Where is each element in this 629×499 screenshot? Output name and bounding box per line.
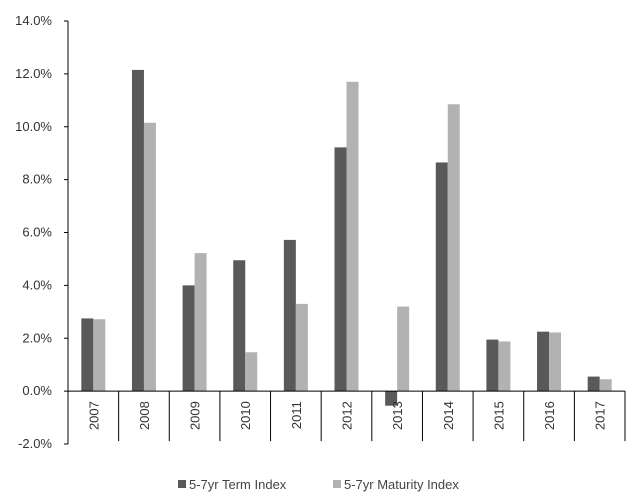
legend-label: 5-7yr Maturity Index: [344, 477, 459, 492]
bar-maturity-2007: [93, 319, 106, 392]
y-axis-ticks: -2.0% 0.0% 2.0% 4.0% 6.0% 8.0% 10.0% 12.0% 14.0%: [15, 13, 626, 451]
y-tick-label: 2.0%: [22, 330, 52, 345]
bar-term-2014: [435, 162, 448, 392]
x-axis-tick-labels: 2007 2008 2009 2010 2011 2012 2013 2014 2015 2016…: [86, 401, 607, 430]
bar-maturity-2013: [397, 306, 410, 392]
y-tick-label: 0.0%: [22, 383, 52, 398]
y-tick-label: 10.0%: [15, 119, 52, 134]
x-tick-label: 2016: [542, 401, 557, 430]
legend-label: 5-7yr Term Index: [189, 477, 287, 492]
x-tick-label: 2010: [238, 401, 253, 430]
x-tick-label: 2011: [289, 401, 304, 429]
bar-term-2013: [385, 391, 398, 406]
bar-term-2016: [537, 331, 550, 392]
x-tick-label: 2014: [441, 401, 456, 430]
bar-term-2007: [81, 318, 94, 392]
bar-term-2015: [486, 339, 499, 392]
bar-maturity-2016: [549, 332, 562, 392]
x-tick-label: 2013: [390, 401, 405, 430]
x-tick-label: 2009: [188, 401, 203, 430]
x-tick-label: 2015: [491, 401, 506, 430]
bar-maturity-2015: [498, 341, 511, 392]
bars: [81, 69, 612, 406]
legend: 5-7yr Term Index 5-7yr Maturity Index: [178, 477, 459, 492]
bar-maturity-2008: [143, 122, 156, 392]
y-tick-label: 4.0%: [22, 277, 52, 292]
legend-swatch: [178, 480, 186, 488]
y-tick-label: 12.0%: [15, 66, 52, 81]
bar-term-2017: [587, 376, 600, 392]
bar-term-2009: [182, 285, 195, 392]
bar-maturity-2017: [599, 379, 612, 392]
bar-term-2011: [283, 239, 296, 392]
x-tick-label: 2012: [340, 401, 355, 430]
y-tick-label: -2.0%: [18, 436, 52, 451]
x-tick-label: 2007: [86, 401, 101, 430]
bar-maturity-2009: [194, 253, 207, 392]
bar-maturity-2014: [447, 104, 460, 392]
y-tick-label: 14.0%: [15, 13, 52, 28]
bar-maturity-2012: [346, 81, 359, 392]
legend-swatch: [333, 480, 341, 488]
x-tick-label: 2008: [137, 401, 152, 430]
bar-term-2010: [233, 260, 246, 392]
x-tick-label: 2017: [593, 401, 608, 430]
bar-term-2012: [334, 147, 347, 392]
y-tick-label: 6.0%: [22, 225, 52, 240]
bar-term-2008: [131, 69, 144, 392]
bar-maturity-2011: [295, 303, 308, 392]
y-tick-label: 8.0%: [22, 172, 52, 187]
bar-maturity-2010: [245, 352, 258, 392]
